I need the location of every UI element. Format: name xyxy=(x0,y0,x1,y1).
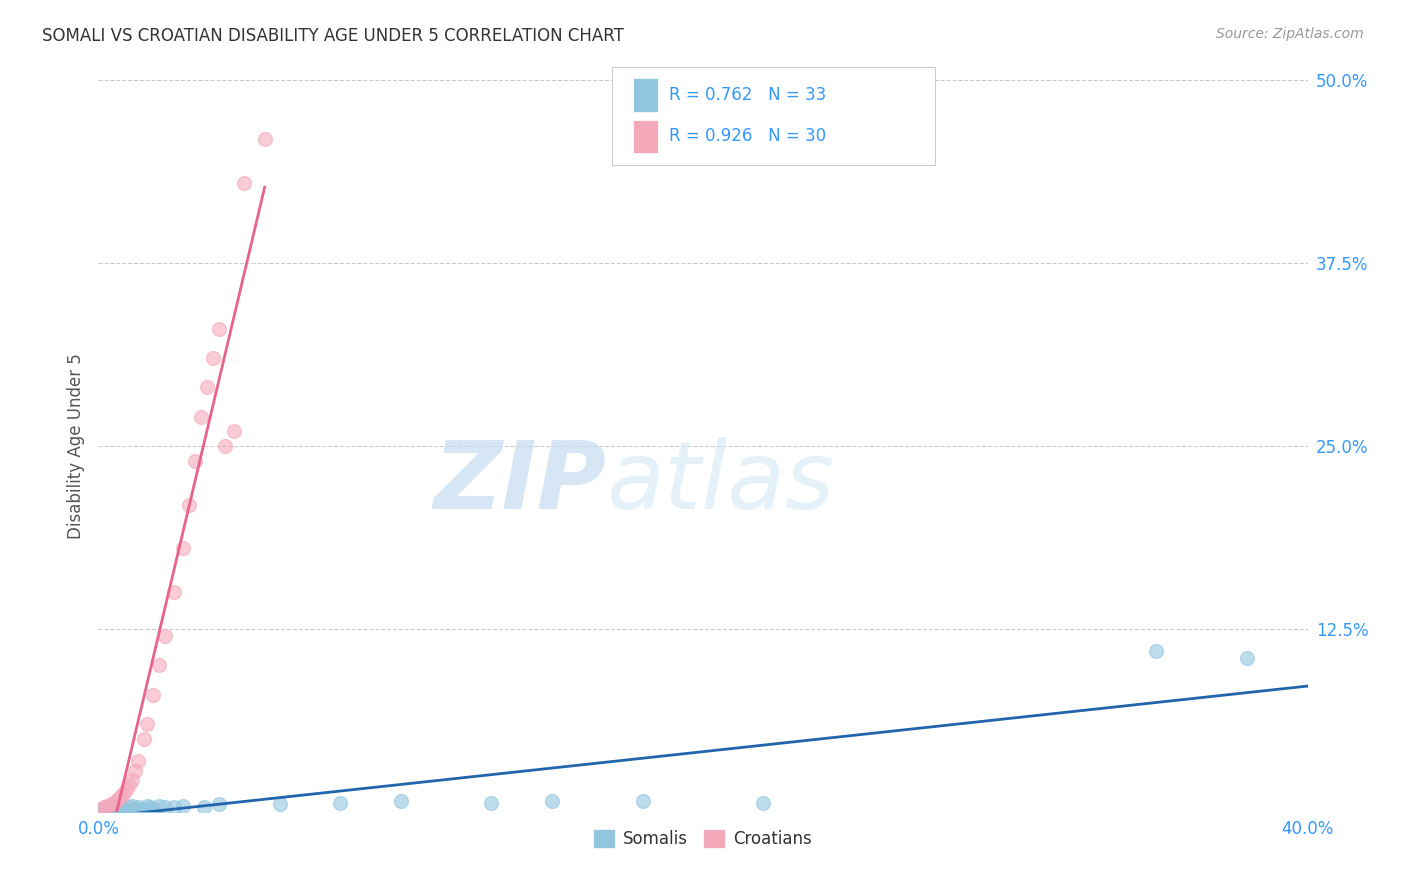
Point xyxy=(108,800,131,814)
Point xyxy=(163,800,186,814)
Point xyxy=(253,132,276,146)
Point xyxy=(148,798,170,813)
Point xyxy=(163,585,186,599)
Point xyxy=(127,800,149,814)
Point xyxy=(184,453,207,467)
Point xyxy=(190,409,212,424)
Text: atlas: atlas xyxy=(606,437,835,528)
Point xyxy=(100,800,122,814)
Point xyxy=(108,790,131,805)
Point xyxy=(135,798,157,813)
Point xyxy=(124,764,146,778)
Point xyxy=(121,772,143,787)
Point xyxy=(114,782,136,797)
Point xyxy=(153,800,176,814)
Point xyxy=(105,793,128,807)
Point xyxy=(96,803,118,817)
Point xyxy=(269,797,291,812)
Point xyxy=(96,798,118,813)
Text: SOMALI VS CROATIAN DISABILITY AGE UNDER 5 CORRELATION CHART: SOMALI VS CROATIAN DISABILITY AGE UNDER … xyxy=(42,27,624,45)
Point xyxy=(195,380,218,394)
Point xyxy=(124,802,146,816)
Point xyxy=(1236,651,1258,665)
Text: R = 0.762   N = 33: R = 0.762 N = 33 xyxy=(669,87,827,104)
Point xyxy=(142,802,165,816)
Point xyxy=(103,802,125,816)
Point xyxy=(103,796,125,810)
Point xyxy=(148,658,170,673)
Point xyxy=(90,803,112,817)
Point xyxy=(208,797,231,812)
Point xyxy=(127,754,149,768)
Point xyxy=(208,322,231,336)
Point xyxy=(142,688,165,702)
Y-axis label: Disability Age Under 5: Disability Age Under 5 xyxy=(66,353,84,539)
Point xyxy=(179,498,201,512)
Point xyxy=(232,176,254,190)
Point xyxy=(631,795,654,809)
Point xyxy=(540,795,562,809)
Point xyxy=(90,802,112,816)
Point xyxy=(389,795,412,809)
Point xyxy=(100,797,122,812)
Point xyxy=(1144,644,1167,658)
Point xyxy=(193,800,215,814)
Point xyxy=(132,802,155,816)
Point xyxy=(135,717,157,731)
Point xyxy=(139,800,162,814)
Point xyxy=(118,800,141,814)
Point xyxy=(129,803,152,817)
Point xyxy=(93,800,115,814)
Point xyxy=(118,778,141,792)
Point xyxy=(752,796,775,810)
Point xyxy=(214,439,236,453)
Point xyxy=(153,629,176,643)
Point xyxy=(132,731,155,746)
Text: R = 0.926   N = 30: R = 0.926 N = 30 xyxy=(669,128,827,145)
Point xyxy=(172,798,194,813)
Point xyxy=(114,803,136,817)
Text: Source: ZipAtlas.com: Source: ZipAtlas.com xyxy=(1216,27,1364,41)
Point xyxy=(105,803,128,817)
Point xyxy=(172,541,194,556)
Point xyxy=(329,796,352,810)
Legend: Somalis, Croatians: Somalis, Croatians xyxy=(588,823,818,855)
Point xyxy=(111,802,134,816)
Point xyxy=(111,787,134,801)
Point xyxy=(481,796,503,810)
Point xyxy=(93,802,115,816)
Point xyxy=(224,425,246,439)
Point xyxy=(121,798,143,813)
Text: ZIP: ZIP xyxy=(433,436,606,529)
Point xyxy=(202,351,225,366)
